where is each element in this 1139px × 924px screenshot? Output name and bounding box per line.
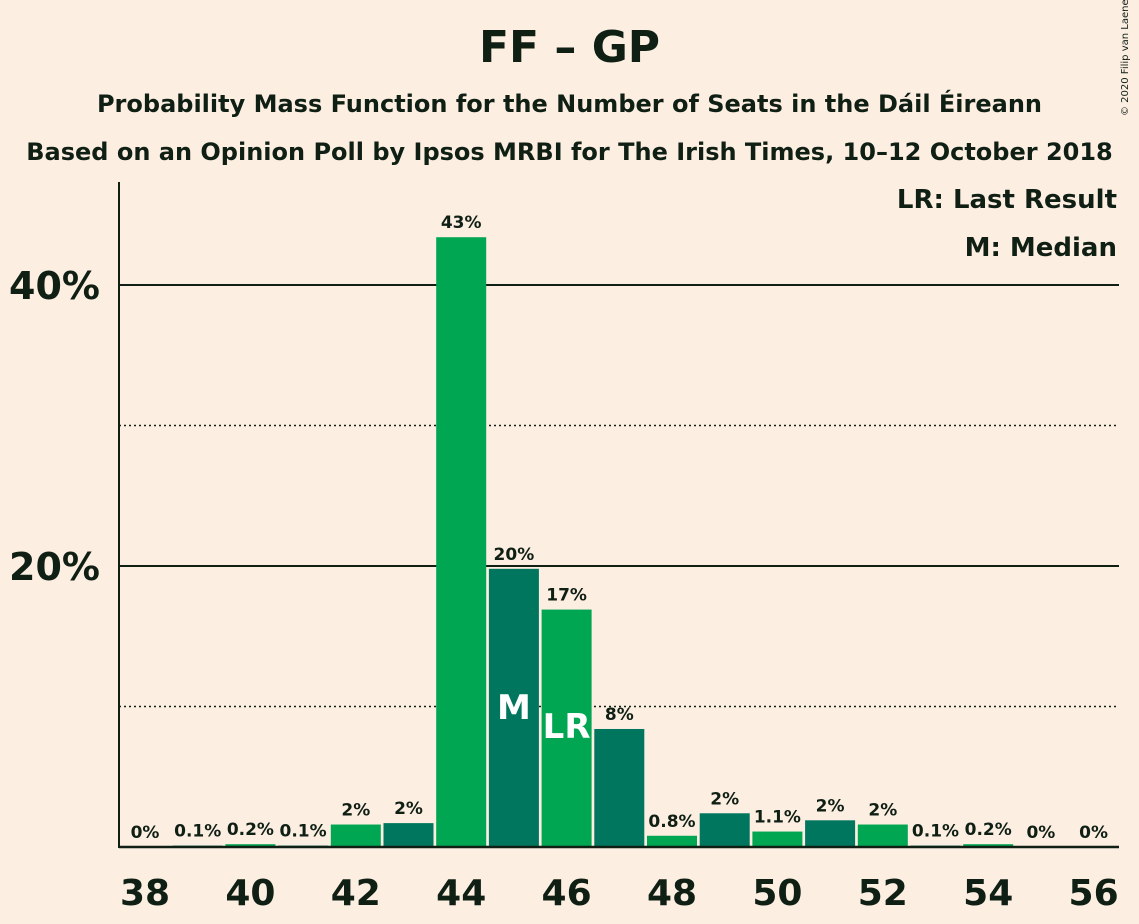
data-label-52: 2%: [868, 801, 897, 821]
data-label-50: 1.1%: [754, 808, 801, 828]
data-label-41: 0.1%: [280, 822, 327, 842]
data-label-54: 0.2%: [965, 820, 1012, 840]
data-label-48: 0.8%: [648, 812, 695, 832]
bar-47: [594, 728, 645, 847]
legend-median: M: Median: [964, 233, 1117, 263]
data-label-56: 0%: [1079, 823, 1108, 843]
data-label-49: 2%: [710, 789, 739, 809]
x-tick-label-52: 52: [858, 873, 908, 914]
last-result-mark: LR: [543, 707, 591, 747]
bar-48: [647, 835, 697, 847]
x-tick-label-50: 50: [752, 873, 802, 914]
chart-title: FF – GP: [478, 22, 661, 73]
data-label-43: 2%: [394, 799, 423, 819]
data-label-53: 0.1%: [912, 822, 959, 842]
data-label-47: 8%: [605, 705, 634, 725]
bar-42: [330, 824, 381, 847]
chart-source: Based on an Opinion Poll by Ipsos MRBI f…: [26, 138, 1113, 166]
bar-49: [699, 813, 750, 847]
x-tick-label-40: 40: [225, 873, 275, 914]
bar-44: [436, 237, 487, 848]
legend-last-result: LR: Last Result: [896, 185, 1117, 215]
bar-40: [225, 844, 276, 847]
data-label-51: 2%: [816, 796, 845, 816]
chart-subtitle: Probability Mass Function for the Number…: [96, 90, 1043, 118]
y-tick-label-20: 20%: [9, 545, 100, 589]
bar-50: [752, 831, 803, 847]
data-label-55: 0%: [1026, 823, 1055, 843]
data-label-46: 17%: [546, 586, 587, 606]
bar-52: [857, 824, 908, 847]
data-label-39: 0.1%: [174, 822, 221, 842]
bar-54: [963, 844, 1014, 847]
data-label-40: 0.2%: [227, 820, 274, 840]
data-label-38: 0%: [131, 823, 160, 843]
bar-43: [383, 823, 434, 847]
data-label-42: 2%: [341, 801, 370, 821]
bar-45: [488, 568, 539, 847]
x-tick-label-44: 44: [436, 873, 486, 914]
data-label-44: 43%: [441, 213, 482, 233]
bar-46: [541, 609, 592, 847]
x-tick-label-38: 38: [120, 873, 170, 914]
x-tick-label-46: 46: [542, 873, 592, 914]
x-tick-label-48: 48: [647, 873, 697, 914]
y-tick-label-40: 40%: [9, 264, 100, 308]
bar-51: [805, 820, 856, 847]
x-tick-label-42: 42: [331, 873, 381, 914]
x-tick-label-54: 54: [963, 873, 1013, 914]
median-mark: M: [497, 688, 531, 728]
data-label-45: 20%: [494, 545, 535, 565]
x-tick-label-56: 56: [1069, 873, 1119, 914]
